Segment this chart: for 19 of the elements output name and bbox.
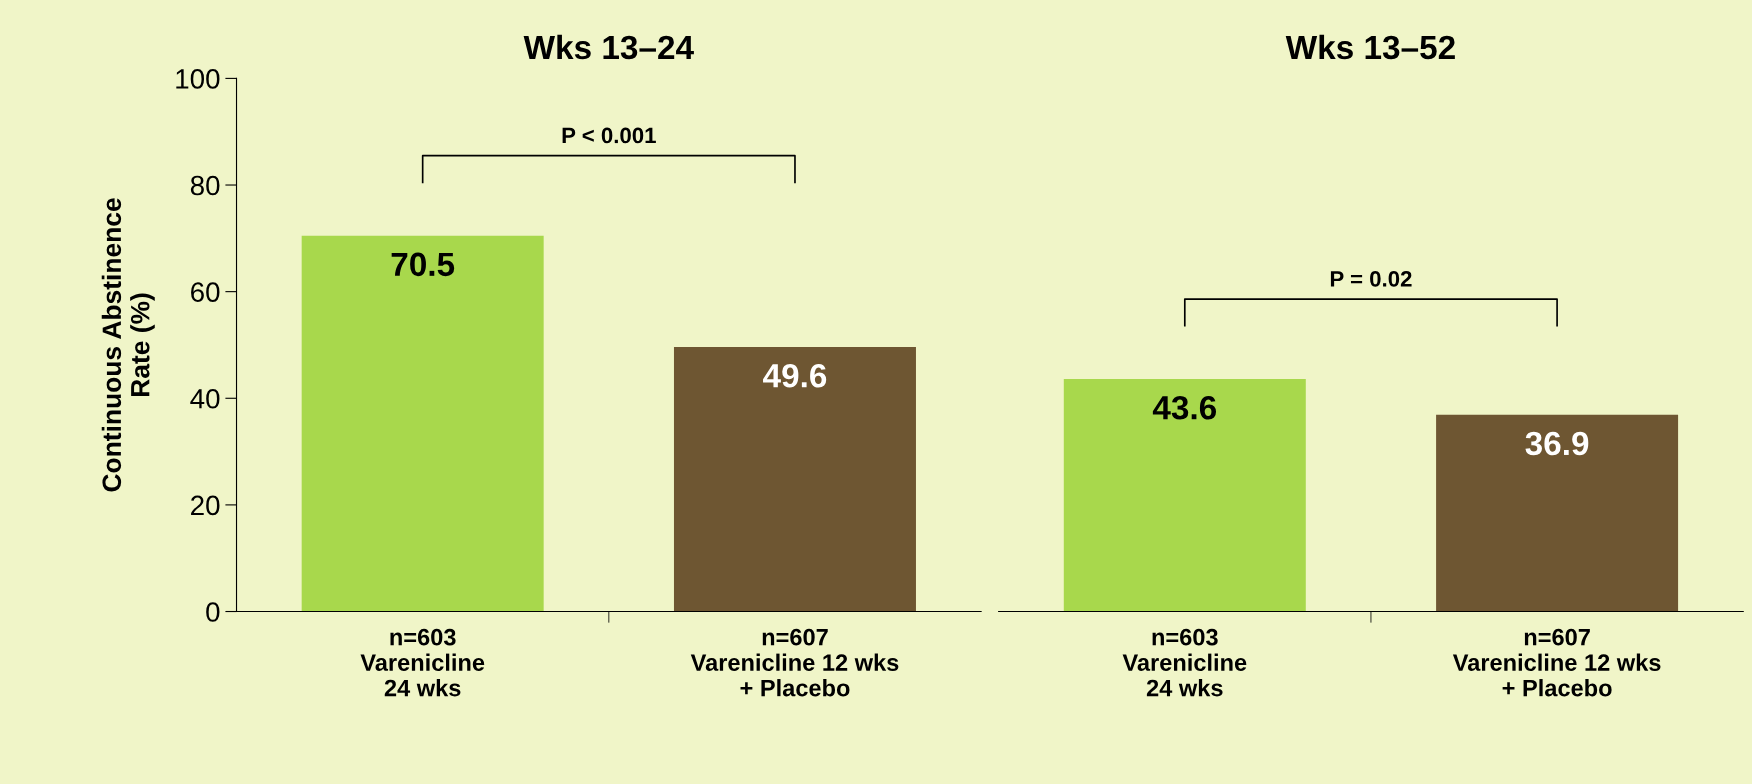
annotation: P = 0.02 [1330, 270, 1412, 287]
y-tick-label: 40 [190, 388, 220, 409]
y-axis-title: Continuous Abstinence Rate (%) [101, 198, 155, 492]
y-tick-label: 0 [206, 602, 220, 622]
y-tick-label: 80 [190, 175, 220, 196]
y-tick-label: 20 [191, 495, 220, 516]
data-label: 43.6 [1152, 395, 1217, 420]
annotation: P < 0.001 [562, 127, 656, 144]
chart-title: Wks 13–52 [1285, 34, 1455, 60]
x-tick-label: n=607 Varenicline 12 wks + Placebo [690, 628, 899, 697]
data-label: 49.6 [763, 363, 827, 388]
x-tick-label: n=607 Varenicline 12 wks + Placebo [1452, 628, 1661, 697]
x-tick-label: n=603 Varenicline 24 wks [360, 628, 485, 697]
x-tick-label: n=603 Varenicline 24 wks [1122, 628, 1247, 697]
data-label: 70.5 [391, 252, 455, 277]
data-label: 36.9 [1525, 431, 1589, 456]
y-tick-label: 60 [191, 282, 220, 302]
y-tick-label: 100 [176, 69, 220, 89]
chart-title: Wks 13–24 [523, 34, 694, 60]
